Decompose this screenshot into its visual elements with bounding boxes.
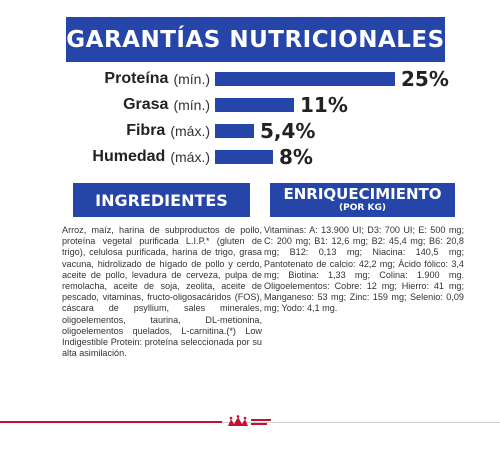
nutrient-bar [215,72,395,86]
nutrient-label: Proteína (mín.) [104,67,210,91]
nutrient-value: 11% [300,93,348,117]
nutrient-row-protein: Proteína (mín.) 25% [0,67,500,91]
title-banner: GARANTÍAS NUTRICIONALES [66,17,445,62]
nutrient-name: Humedad [92,148,166,165]
nutrient-label: Humedad (máx.) [92,145,210,169]
nutrient-label: Fibra (máx.) [126,119,210,143]
nutrient-value: 8% [279,145,313,169]
nutrient-value: 5,4% [260,119,316,143]
nutrient-name: Proteína [104,70,169,87]
ingredients-text: Arroz, maíz, harina de subproductos de p… [62,225,262,359]
nutrient-name: Fibra [126,122,166,139]
nutrient-value: 25% [401,67,449,91]
ingredients-header: INGREDIENTES [73,183,250,217]
nutrient-qualifier: (máx.) [170,149,210,165]
enrichment-header: ENRIQUECIMIENTO (POR KG) [270,183,455,217]
nutrient-name: Grasa [123,96,169,113]
nutrient-qualifier: (mín.) [173,97,210,113]
nutrient-label: Grasa (mín.) [123,93,210,117]
nutrient-row-moisture: Humedad (máx.) 8% [0,145,500,169]
footer-divider [0,422,500,423]
nutrient-qualifier: (máx.) [170,123,210,139]
enrichment-subheading: (POR KG) [339,203,386,213]
enrichment-heading: ENRIQUECIMIENTO [283,185,442,203]
nutrient-row-fiber: Fibra (máx.) 5,4% [0,119,500,143]
enrichment-text: Vitaminas: A: 13.900 UI; D3: 700 UI; E: … [264,225,464,314]
ingredients-heading: INGREDIENTES [95,190,228,210]
royal-canin-crown-icon [224,414,276,428]
nutrient-row-fat: Grasa (mín.) 11% [0,93,500,117]
nutrient-bar [215,98,294,112]
nutrient-qualifier: (mín.) [173,71,210,87]
nutrient-bar [215,124,254,138]
footer-accent-line [0,421,222,423]
crown-logo-graphic [228,415,271,426]
nutrient-bar [215,150,273,164]
page-title: GARANTÍAS NUTRICIONALES [66,26,445,53]
